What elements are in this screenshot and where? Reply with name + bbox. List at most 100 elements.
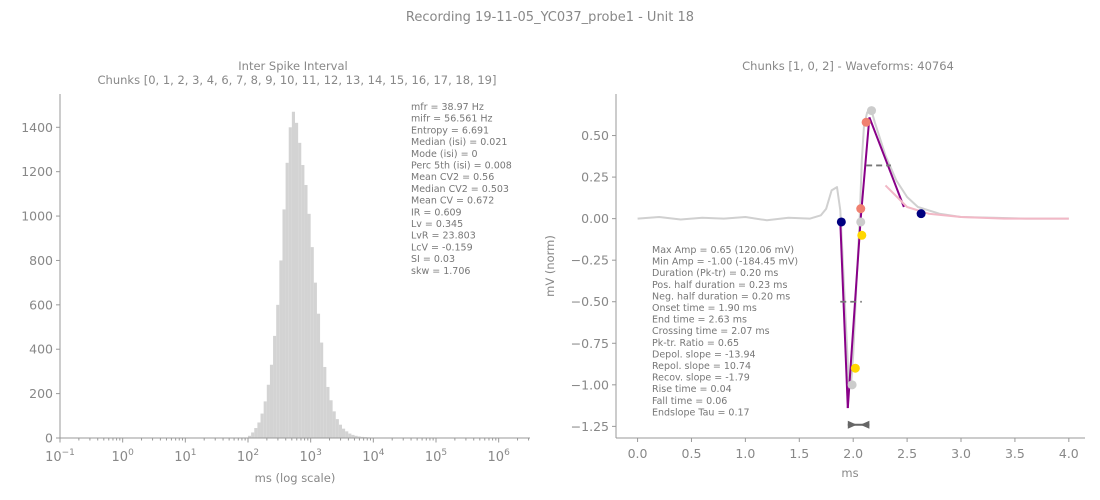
isi-bar [332, 411, 336, 438]
waveform-y-tick-label: 0.00 [581, 211, 609, 226]
waveform-x-tick-label: 4.0 [1059, 446, 1079, 461]
isi-stat-line: mifr = 56.561 Hz [411, 114, 493, 125]
isi-bar [298, 142, 302, 438]
waveform-x-tick-label: 2.5 [897, 446, 917, 461]
repolarization-fit-line [846, 117, 871, 409]
isi-stat-line: Lv = 0.345 [411, 219, 463, 230]
isi-stat-line: skw = 1.706 [411, 266, 470, 277]
waveform-x-tick-label: 2.0 [843, 446, 863, 461]
isi-stat-line: IR = 0.609 [411, 207, 462, 218]
isi-stat-line: Entropy = 6.691 [411, 125, 489, 136]
isi-bar [342, 428, 346, 438]
isi-bar [360, 436, 364, 438]
isi-bar [335, 419, 339, 438]
isi-y-tick-label: 0 [45, 431, 53, 446]
waveform-x-label: ms [841, 466, 858, 480]
isi-bar [291, 111, 295, 439]
waveform-y-tick-label: 0.25 [581, 170, 609, 185]
isi-bar [345, 431, 349, 438]
waveform-stat-line: Recov. slope = -1.79 [652, 373, 750, 384]
isi-bar [307, 213, 311, 438]
isi-bar [248, 435, 252, 438]
isi-bar [316, 313, 321, 438]
waveform-x-ticks: 0.0 0.5 1.0 1.5 2.0 2.5 3.0 3.5 4.0 [628, 438, 1079, 461]
waveform-marker-point [856, 217, 866, 227]
isi-bar [351, 434, 355, 438]
isi-bar [338, 424, 342, 438]
isi-bar [323, 366, 327, 438]
isi-bar [254, 428, 258, 438]
waveform-stat-line: Max Amp = 0.65 (120.06 mV) [652, 245, 794, 256]
isi-stat-line: SI = 0.03 [411, 254, 455, 265]
waveform-stat-line: Pos. half duration = 0.23 ms [652, 280, 787, 291]
isi-bar [273, 335, 277, 438]
isi-bar [279, 260, 283, 438]
waveform-y-tick-label: −0.75 [571, 336, 609, 351]
waveform-stat-line: Min Amp = -1.00 (-184.45 mV) [652, 257, 798, 268]
waveform-x-tick-label: 3.0 [951, 446, 971, 461]
isi-y-tick-label: 200 [29, 386, 53, 401]
waveform-marker-point [847, 380, 857, 390]
waveform-y-tick-label: −0.25 [571, 253, 609, 268]
isi-stat-line: Perc 5th (isi) = 0.008 [411, 161, 512, 172]
isi-bar [251, 432, 255, 438]
isi-x-tick-label: 102 [237, 448, 259, 465]
isi-bar [257, 422, 261, 438]
waveform-marker-point [836, 217, 846, 227]
waveform-y-tick-label: −0.50 [571, 294, 609, 309]
waveform-marker-point [856, 204, 866, 214]
waveform-y-tick-label: −1.00 [571, 377, 609, 392]
waveform-stat-line: Crossing time = 2.07 ms [652, 326, 770, 337]
isi-bar [310, 247, 314, 438]
isi-bar [295, 122, 299, 438]
isi-y-ticks: 0 200 400 600 800 1000 1200 1400 [21, 120, 60, 446]
isi-bar [276, 304, 280, 438]
waveform-x-tick-label: 3.5 [1005, 446, 1025, 461]
waveform-y-label: mV (norm) [543, 235, 557, 297]
isi-bar [326, 386, 330, 438]
isi-bar [260, 413, 264, 438]
isi-x-tick-label: 100 [112, 448, 135, 465]
isi-bar [269, 364, 274, 438]
waveform-stat-line: End time = 2.63 ms [652, 315, 747, 326]
waveform-stats-box: Max Amp = 0.65 (120.06 mV)Min Amp = -1.0… [652, 245, 798, 418]
isi-bars [248, 111, 386, 439]
isi-stat-line: Mean CV = 0.672 [411, 196, 494, 207]
isi-title: Inter Spike Interval [238, 59, 347, 73]
waveform-half-widths [840, 164, 891, 303]
isi-stat-line: LvR = 23.803 [411, 231, 476, 242]
recovery-fit-line [868, 116, 905, 208]
isi-stat-line: mfr = 38.97 Hz [411, 102, 484, 113]
isi-stat-line: LcV = -0.159 [411, 242, 473, 253]
isi-bar [313, 282, 317, 438]
isi-bar [348, 433, 352, 438]
isi-stat-line: Mean CV2 = 0.56 [411, 172, 494, 183]
isi-x-ticks: 10−1 100 101 102 103 104 105 106 [45, 438, 530, 465]
waveform-stat-line: Fall time = 0.06 [652, 396, 727, 407]
waveform-stat-line: Onset time = 1.90 ms [652, 303, 757, 314]
waveform-stat-line: Neg. half duration = 0.20 ms [652, 291, 790, 302]
isi-bar [282, 209, 286, 438]
endslope-fit-line [884, 184, 1069, 220]
isi-histogram-panel: Inter Spike Interval Chunks [0, 1, 2, 3,… [21, 59, 530, 485]
duration-arrow-head-left [847, 420, 857, 429]
isi-x-tick-label: 10−1 [45, 448, 75, 465]
isi-bar [329, 400, 333, 438]
waveform-stat-line: Duration (Pk-tr) = 0.20 ms [652, 268, 778, 279]
waveform-x-tick-label: 1.0 [735, 446, 755, 461]
waveform-y-ticks: 0.50 0.25 0.00 −0.25 −0.50 −0.75 −1.00 −1.25 [571, 128, 616, 434]
waveform-marker-point [916, 209, 926, 219]
isi-bar [288, 127, 292, 439]
waveform-marker-point [867, 106, 877, 116]
waveform-markers [836, 106, 926, 390]
waveform-marker-point [857, 230, 867, 240]
waveform-marker-point [850, 363, 860, 373]
depolarization-fit-line [839, 221, 849, 409]
isi-bar [304, 184, 308, 438]
waveform-x-tick-label: 0.0 [628, 446, 648, 461]
waveform-y-tick-label: 0.50 [581, 128, 609, 143]
duration-arrow [847, 420, 870, 429]
isi-stat-line: Mode (isi) = 0 [411, 149, 478, 160]
isi-y-tick-label: 1200 [21, 164, 53, 179]
